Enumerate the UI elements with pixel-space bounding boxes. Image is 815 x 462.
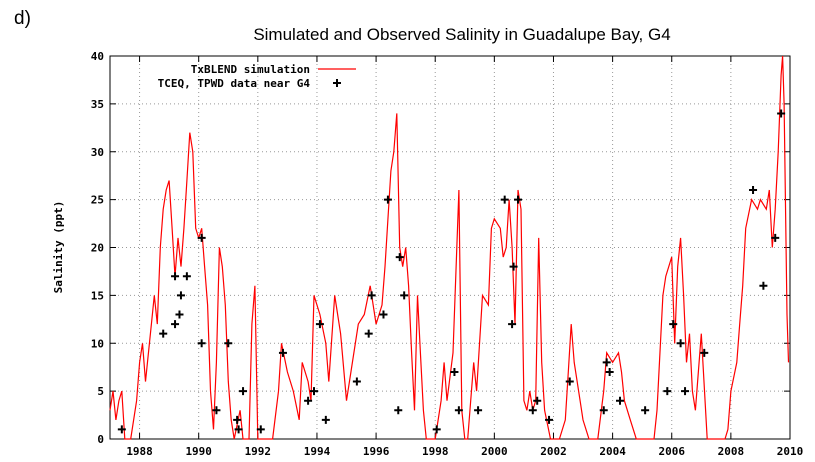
x-tick-label: 1994 bbox=[304, 445, 331, 458]
y-tick-label: 0 bbox=[97, 433, 104, 446]
data-point bbox=[352, 377, 361, 386]
y-tick-label: 20 bbox=[91, 242, 104, 255]
data-point bbox=[749, 186, 758, 195]
x-tick-label: 2006 bbox=[658, 445, 685, 458]
y-tick-label: 25 bbox=[91, 194, 104, 207]
x-tick-label: 1992 bbox=[245, 445, 272, 458]
data-point bbox=[400, 291, 409, 300]
data-point bbox=[681, 387, 690, 396]
y-axis-label: Salinity (ppt) bbox=[52, 201, 65, 294]
data-point bbox=[278, 348, 287, 357]
data-point bbox=[197, 233, 206, 242]
plot-border bbox=[109, 55, 791, 440]
data-point bbox=[508, 320, 517, 329]
data-point bbox=[528, 406, 537, 415]
data-point bbox=[450, 367, 459, 376]
x-tick-label: 2004 bbox=[599, 445, 626, 458]
data-point bbox=[641, 406, 650, 415]
data-point bbox=[234, 425, 243, 434]
legend-label: TxBLEND simulation bbox=[191, 63, 310, 76]
data-point bbox=[159, 329, 168, 338]
x-tick-label: 1990 bbox=[185, 445, 212, 458]
data-point bbox=[545, 415, 554, 424]
x-tick-label: 1988 bbox=[126, 445, 153, 458]
x-tick-label: 1998 bbox=[422, 445, 449, 458]
data-point bbox=[509, 262, 518, 271]
y-tick-label: 30 bbox=[91, 146, 104, 159]
data-point bbox=[383, 195, 392, 204]
data-point bbox=[663, 387, 672, 396]
data-point bbox=[700, 348, 709, 357]
data-point bbox=[599, 406, 608, 415]
data-point bbox=[239, 387, 248, 396]
data-point bbox=[777, 109, 786, 118]
data-point bbox=[669, 320, 678, 329]
y-tick-label: 35 bbox=[91, 98, 104, 111]
chart-title: Simulated and Observed Salinity in Guada… bbox=[253, 25, 670, 44]
data-point bbox=[676, 339, 685, 348]
data-point bbox=[176, 291, 185, 300]
data-point bbox=[233, 415, 242, 424]
x-tick-label: 2008 bbox=[718, 445, 745, 458]
data-point bbox=[432, 425, 441, 434]
data-point bbox=[616, 396, 624, 405]
data-point bbox=[474, 406, 483, 415]
data-point bbox=[212, 406, 221, 415]
x-tick-label: 1996 bbox=[363, 445, 390, 458]
data-point bbox=[514, 195, 522, 204]
legend-swatch bbox=[333, 79, 341, 87]
data-point bbox=[500, 195, 509, 204]
data-point bbox=[565, 377, 574, 386]
legend-label: TCEQ, TPWD data near G4 bbox=[158, 77, 311, 90]
x-tick-label: 2010 bbox=[777, 445, 804, 458]
y-tick-label: 5 bbox=[97, 385, 104, 398]
data-point bbox=[367, 291, 376, 300]
series-line bbox=[109, 55, 790, 440]
data-point bbox=[454, 406, 463, 415]
data-point bbox=[182, 272, 191, 281]
data-point bbox=[117, 425, 126, 434]
data-point bbox=[379, 310, 388, 319]
data-point bbox=[224, 339, 233, 348]
data-point bbox=[310, 387, 318, 396]
data-point bbox=[171, 272, 180, 281]
data-point bbox=[175, 310, 184, 319]
y-tick-label: 10 bbox=[91, 337, 104, 350]
data-point bbox=[315, 320, 324, 329]
data-point bbox=[759, 281, 768, 290]
data-point bbox=[395, 253, 404, 262]
data-point bbox=[364, 329, 373, 338]
data-point bbox=[256, 425, 265, 434]
data-point bbox=[304, 396, 313, 405]
panel-label: d) bbox=[14, 8, 31, 29]
data-point bbox=[605, 367, 614, 376]
data-point bbox=[602, 358, 611, 367]
data-point bbox=[533, 396, 542, 405]
data-point bbox=[321, 415, 330, 424]
data-point bbox=[394, 406, 403, 415]
y-tick-label: 40 bbox=[91, 50, 104, 63]
data-point bbox=[771, 233, 780, 242]
y-tick-label: 15 bbox=[91, 289, 104, 302]
x-tick-label: 2002 bbox=[540, 445, 567, 458]
data-point bbox=[197, 339, 206, 348]
x-tick-label: 2000 bbox=[481, 445, 508, 458]
data-point bbox=[171, 320, 180, 329]
